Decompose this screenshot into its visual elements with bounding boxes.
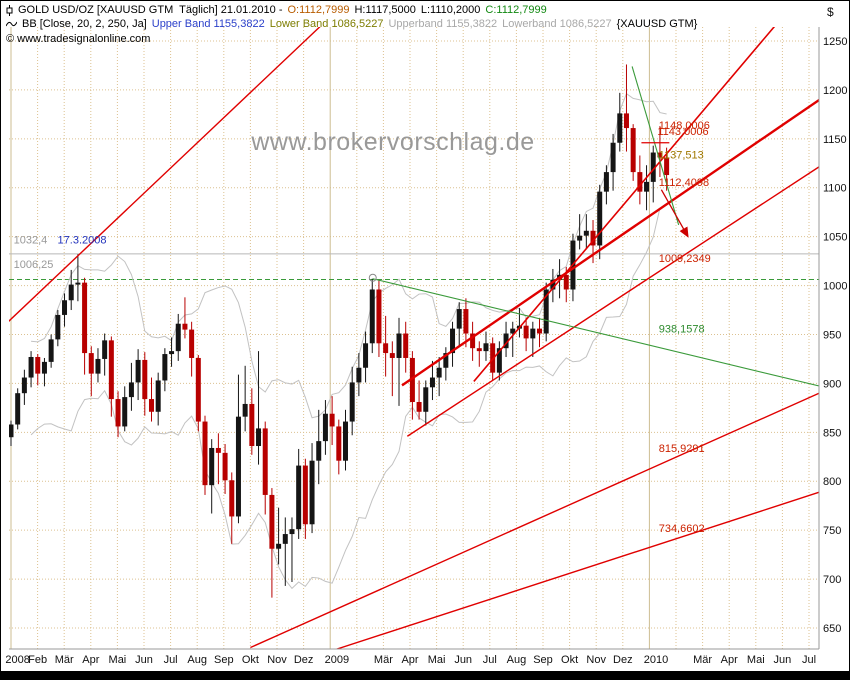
svg-text:Jul: Jul [802, 654, 816, 666]
svg-text:2010: 2010 [644, 654, 668, 666]
svg-text:1100: 1100 [823, 183, 847, 195]
bottom-bar [1, 671, 849, 679]
svg-text:815,9291: 815,9291 [659, 443, 705, 455]
svg-text:Jun: Jun [454, 654, 472, 666]
svg-text:734,6602: 734,6602 [659, 523, 705, 535]
svg-text:Nov: Nov [586, 654, 606, 666]
svg-text:1148,0006: 1148,0006 [659, 120, 710, 132]
copyright-row: © www.tradesignalonline.com [6, 33, 150, 45]
svg-text:Jul: Jul [483, 654, 497, 666]
svg-text:Jul: Jul [164, 654, 178, 666]
indicator-legend-row[interactable]: BB [Close, 20, 2, 250, Ja] Upper Band 11… [6, 18, 697, 30]
lower-band-value: Lower Band 1086,5227 [269, 18, 384, 30]
symbol-tag: {XAUUSD GTM} [616, 18, 698, 30]
svg-text:17.3.2008: 17.3.2008 [58, 235, 107, 247]
svg-text:Mär: Mär [693, 654, 712, 666]
svg-text:Mär: Mär [55, 654, 74, 666]
svg-text:1050: 1050 [823, 232, 847, 244]
high-value: H:1117,5000 [354, 4, 416, 16]
svg-text:1143,0006: 1143,0006 [657, 126, 708, 138]
svg-text:938,1578: 938,1578 [659, 324, 705, 336]
svg-text:Apr: Apr [82, 654, 99, 666]
svg-text:Jun: Jun [135, 654, 153, 666]
svg-text:650: 650 [823, 623, 841, 635]
svg-text:Apr: Apr [721, 654, 738, 666]
candlestick-icon [6, 4, 13, 16]
svg-text:900: 900 [823, 378, 841, 390]
close-value: C:1112,7999 [485, 4, 547, 16]
svg-text:800: 800 [823, 476, 841, 488]
upper-band-value: Upper Band 1155,3822 [151, 18, 265, 30]
low-value: L:1110,2000 [420, 4, 481, 16]
svg-text:700: 700 [823, 574, 841, 586]
svg-text:Sep: Sep [214, 654, 234, 666]
svg-text:1006,25: 1006,25 [14, 259, 54, 271]
svg-text:Mär: Mär [374, 654, 393, 666]
open-value: O:1112,7999 [287, 4, 350, 16]
svg-text:Mai: Mai [109, 654, 127, 666]
svg-text:1009,2349: 1009,2349 [659, 253, 711, 265]
svg-text:Aug: Aug [507, 654, 527, 666]
svg-text:1000: 1000 [823, 281, 847, 293]
svg-text:1137,513: 1137,513 [659, 149, 704, 161]
lower-band-secondary: Lowerband 1086,5227 [502, 18, 612, 30]
svg-text:850: 850 [823, 427, 841, 439]
svg-text:Apr: Apr [401, 654, 418, 666]
svg-text:1032,4: 1032,4 [14, 235, 48, 247]
svg-text:Aug: Aug [187, 654, 207, 666]
svg-text:Feb: Feb [28, 654, 47, 666]
svg-text:Sep: Sep [533, 654, 553, 666]
symbol-title: GOLD USD/OZ [XAUUSD GTM Täglich] 21.01.2… [18, 4, 283, 16]
indicator-icon [6, 19, 17, 29]
svg-text:1112,4098: 1112,4098 [659, 177, 709, 189]
svg-text:Nov: Nov [267, 654, 287, 666]
svg-text:1200: 1200 [823, 85, 847, 97]
svg-text:Jun: Jun [774, 654, 792, 666]
svg-text:2008: 2008 [5, 654, 29, 666]
symbol-legend-row[interactable]: GOLD USD/OZ [XAUUSD GTM Täglich] 21.01.2… [6, 4, 547, 16]
svg-text:Mai: Mai [428, 654, 446, 666]
svg-text:Dez: Dez [294, 654, 314, 666]
svg-text:2009: 2009 [325, 654, 349, 666]
watermark: www.brokervorschlag.de [251, 128, 535, 156]
svg-text:Okt: Okt [561, 654, 578, 666]
svg-text:$: $ [827, 5, 834, 19]
svg-text:Okt: Okt [242, 654, 259, 666]
indicator-title: BB [Close, 20, 2, 250, Ja] [22, 18, 147, 30]
svg-text:750: 750 [823, 525, 841, 537]
svg-text:950: 950 [823, 329, 841, 341]
svg-text:Dez: Dez [613, 654, 633, 666]
svg-text:Mai: Mai [747, 654, 765, 666]
svg-text:1150: 1150 [823, 134, 847, 146]
svg-text:1250: 1250 [823, 36, 847, 48]
copyright-text: © www.tradesignalonline.com [6, 33, 151, 45]
upper-band-secondary: Upperband 1155,3822 [388, 18, 498, 30]
